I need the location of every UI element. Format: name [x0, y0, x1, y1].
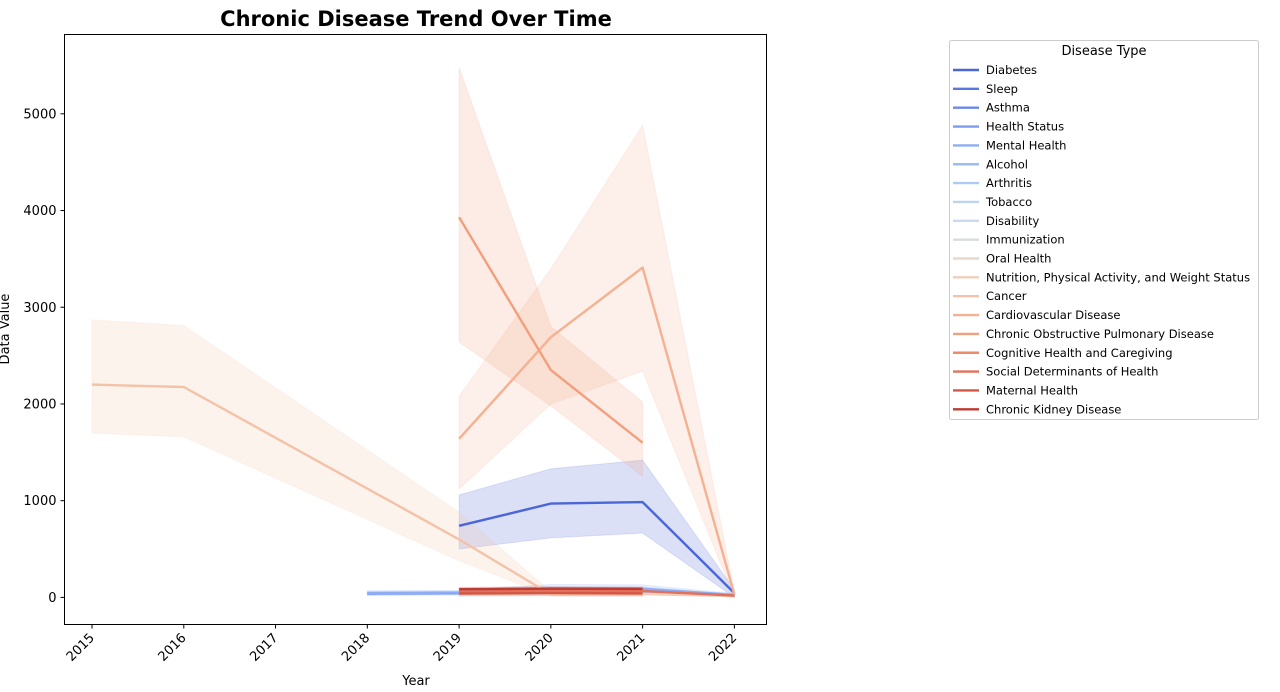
- legend-label: Cardiovascular Disease: [986, 308, 1120, 322]
- line-cardiovascular-disease: [458, 266, 736, 595]
- legend-item-sleep: Sleep: [953, 82, 1018, 96]
- y-tick-label: 0: [48, 591, 56, 606]
- legend-label: Cognitive Health and Caregiving: [986, 346, 1173, 360]
- legend-label: Chronic Kidney Disease: [986, 402, 1121, 416]
- x-tick-label: 2020: [523, 631, 557, 665]
- line-diabetes: [458, 500, 736, 594]
- band-chronic-obstructive-pulmonary-disease: [458, 67, 644, 478]
- y-tick-label: 2000: [23, 397, 56, 412]
- legend-item-alcohol: Alcohol: [953, 157, 1028, 171]
- legend-label: Nutrition, Physical Activity, and Weight…: [986, 270, 1250, 284]
- legend-item-arthritis: Arthritis: [953, 176, 1032, 190]
- legend-item-asthma: Asthma: [953, 101, 1030, 115]
- x-tick-label: 2019: [431, 631, 465, 665]
- y-tick-label: 1000: [23, 494, 56, 509]
- legend-label: Oral Health: [986, 252, 1051, 266]
- plot-frame: [64, 34, 767, 625]
- x-axis-label: Year: [401, 674, 430, 689]
- legend-label: Cancer: [986, 289, 1027, 303]
- y-tick-label: 5000: [23, 107, 56, 122]
- legend-item-cognitive-health-and-caregiving: Cognitive Health and Caregiving: [953, 346, 1173, 360]
- y-axis-ticks: 0 1000 2000 3000 4000 5000: [23, 107, 65, 606]
- legend-item-cardiovascular-disease: Cardiovascular Disease: [953, 308, 1120, 322]
- legend-label: Alcohol: [986, 157, 1028, 171]
- legend: Disease Type Diabetes Sleep Asthma Health S…: [949, 40, 1259, 420]
- chart-title: Chronic Disease Trend Over Time: [220, 7, 612, 31]
- x-tick-label: 2022: [706, 631, 740, 665]
- legend-item-diabetes: Diabetes: [953, 63, 1037, 77]
- legend-items: Diabetes Sleep Asthma Health Status Mental H…: [953, 63, 1250, 416]
- band-diabetes: [458, 459, 735, 599]
- legend-label: Immunization: [986, 233, 1065, 247]
- y-axis-label: Data Value: [0, 294, 13, 365]
- line-social-determinants-of-health: [459, 589, 735, 597]
- y-tick-label: 3000: [23, 301, 56, 316]
- legend-frame: [949, 40, 1259, 420]
- legend-label: Mental Health: [986, 138, 1066, 152]
- confidence-bands: [91, 67, 735, 599]
- legend-item-social-determinants-of-health: Social Determinants of Health: [953, 365, 1158, 379]
- legend-item-health-status: Health Status: [953, 120, 1064, 134]
- x-tick-label: 2018: [339, 631, 373, 665]
- legend-item-disability: Disability: [953, 214, 1039, 228]
- x-tick-label: 2021: [614, 631, 648, 665]
- x-tick-label: 2015: [64, 631, 98, 665]
- legend-label: Tobacco: [985, 195, 1032, 209]
- legend-label: Sleep: [986, 82, 1018, 96]
- legend-item-oral-health: Oral Health: [953, 252, 1051, 266]
- legend-item-tobacco: Tobacco: [953, 195, 1032, 209]
- legend-label: Asthma: [986, 101, 1030, 115]
- y-tick-label: 4000: [23, 204, 56, 219]
- series-lines: [91, 216, 736, 598]
- legend-item-nutrition-physical-activity-and-weight-status: Nutrition, Physical Activity, and Weight…: [953, 270, 1250, 284]
- legend-label: Social Determinants of Health: [986, 365, 1158, 379]
- legend-item-mental-health: Mental Health: [953, 138, 1066, 152]
- legend-title: Disease Type: [1061, 44, 1146, 59]
- legend-item-chronic-obstructive-pulmonary-disease: Chronic Obstructive Pulmonary Disease: [953, 327, 1214, 341]
- line-chronic-obstructive-pulmonary-disease: [458, 216, 644, 444]
- legend-item-chronic-kidney-disease: Chronic Kidney Disease: [953, 402, 1121, 416]
- band-cardiovascular-disease: [458, 124, 735, 598]
- legend-label: Chronic Obstructive Pulmonary Disease: [986, 327, 1214, 341]
- line-cancer: [91, 383, 643, 596]
- x-axis-ticks: 2015 2016 2017 2018 2019 2020 2021 2022: [64, 624, 740, 665]
- legend-label: Health Status: [986, 120, 1064, 134]
- x-tick-label: 2016: [156, 631, 190, 665]
- legend-label: Disability: [986, 214, 1039, 228]
- band-cancer: [91, 319, 644, 597]
- legend-label: Diabetes: [986, 63, 1037, 77]
- line-chronic-kidney-disease: [459, 587, 643, 591]
- legend-item-maternal-health: Maternal Health: [953, 383, 1078, 397]
- legend-item-immunization: Immunization: [953, 233, 1065, 247]
- legend-item-cancer: Cancer: [953, 289, 1027, 303]
- legend-label: Maternal Health: [986, 383, 1078, 397]
- x-tick-label: 2017: [247, 631, 281, 665]
- legend-label: Arthritis: [986, 176, 1032, 190]
